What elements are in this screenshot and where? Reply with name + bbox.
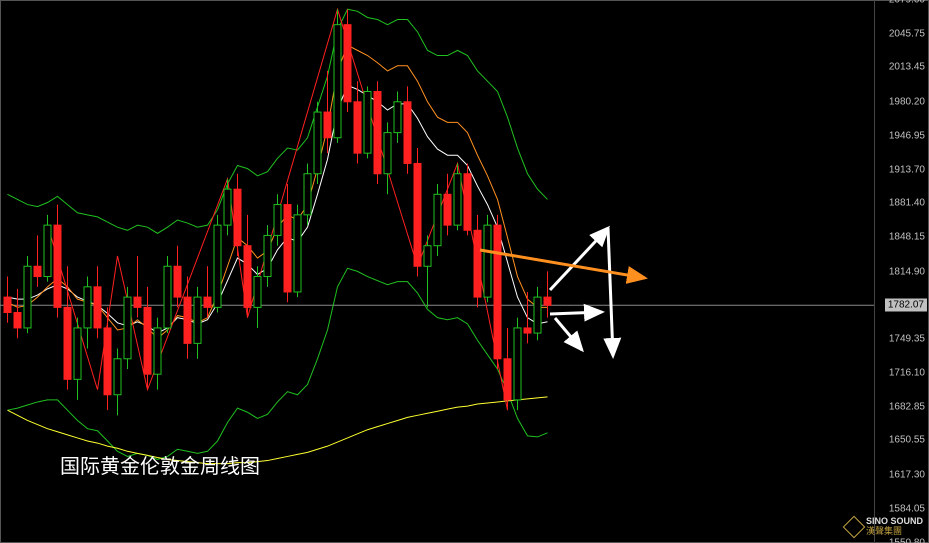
y-tick-label: 1550.80 xyxy=(889,538,925,543)
y-tick-label: 1913.70 xyxy=(889,164,925,175)
y-axis: 2079.00 2045.75 2013.45 1980.20 1946.95 1913.… xyxy=(874,0,929,543)
y-tick-label: 1814.90 xyxy=(889,266,925,277)
y-tick-label: 1584.05 xyxy=(889,503,925,514)
y-tick-label: 1881.40 xyxy=(889,198,925,209)
y-tick-current: 1782.07 xyxy=(885,299,927,312)
y-tick-label: 1749.35 xyxy=(889,333,925,344)
diamond-icon xyxy=(843,516,866,539)
y-tick-label: 2079.00 xyxy=(889,0,925,6)
y-tick-label: 1946.95 xyxy=(889,130,925,141)
y-tick-label: 1848.15 xyxy=(889,232,925,243)
brand-logo: SINO SOUND 漢聲集團 xyxy=(846,517,923,537)
y-tick-label: 1650.55 xyxy=(889,435,925,446)
y-tick-label: 1617.30 xyxy=(889,469,925,480)
y-tick-label: 1682.85 xyxy=(889,402,925,413)
y-tick-label: 2045.75 xyxy=(889,29,925,40)
y-tick-label: 2013.45 xyxy=(889,62,925,73)
y-tick-label: 1980.20 xyxy=(889,96,925,107)
brand-sub: 漢聲集團 xyxy=(866,527,923,537)
chart-title: 国际黄金伦敦金周线图 xyxy=(60,450,260,479)
y-tick-label: 1716.10 xyxy=(889,368,925,379)
